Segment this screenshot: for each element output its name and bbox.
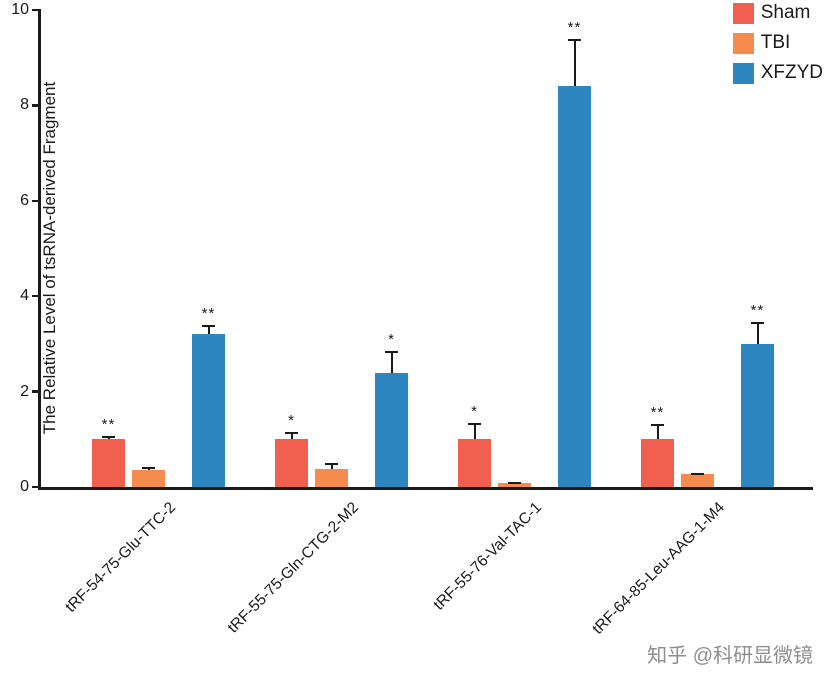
bar-tbi-2 xyxy=(498,483,531,487)
bar-sham-0 xyxy=(92,439,125,487)
y-tick-mark xyxy=(32,485,41,489)
legend-swatch-sham xyxy=(732,2,754,24)
y-tick-label: 10 xyxy=(11,1,29,18)
y-tick-label: 8 xyxy=(20,96,29,114)
legend-label-tbi: TBI xyxy=(760,32,791,53)
error-bar-cap xyxy=(651,424,664,427)
error-bar-line xyxy=(756,322,759,344)
legend-label-sham: Sham xyxy=(760,2,811,23)
error-bar-cap xyxy=(468,422,481,425)
x-category-label: tRF-55-76-Val-TAC-1 xyxy=(430,499,546,614)
error-bar-line xyxy=(207,324,210,335)
error-bar-line xyxy=(390,351,393,373)
bar-tbi-1 xyxy=(315,469,348,487)
plot-area: 0 2 4 6 8 10 ** * * ** ** * ** ** tRF-54-75-Glu-TTC-2 t… xyxy=(11,1,813,638)
x-category-label: tRF-55-75-Gln-CTG-2-M2 xyxy=(224,499,363,637)
x-category-label: tRF-54-75-Glu-TTC-2 xyxy=(62,499,180,616)
error-bar-line xyxy=(473,422,476,440)
significance-star: ** xyxy=(650,404,665,422)
error-bar-cap xyxy=(508,482,521,485)
significance-star: * xyxy=(471,402,478,420)
bar-sham-2 xyxy=(458,439,491,487)
legend-swatch-xfzyd xyxy=(732,62,754,84)
legend-item-tbi: TBI xyxy=(732,32,823,54)
significance-star: * xyxy=(388,331,395,349)
error-bar-line xyxy=(330,463,333,470)
y-tick-mark xyxy=(32,294,41,298)
legend: Sham TBI XFZYD xyxy=(732,2,823,92)
bar-xfzyd-1 xyxy=(375,372,408,487)
significance-star: ** xyxy=(750,302,765,320)
y-tick-mark xyxy=(32,104,41,107)
error-bar-cap xyxy=(325,463,338,466)
bar-tbi-3 xyxy=(681,474,714,487)
bar-sham-3 xyxy=(641,439,674,487)
error-bar-cap xyxy=(202,324,215,327)
error-bar-cap xyxy=(385,351,398,354)
error-bar-cap xyxy=(285,432,298,435)
legend-swatch-tbi xyxy=(732,32,754,54)
watermark: 知乎 @科研显微镜 xyxy=(647,645,813,667)
y-tick-label: 6 xyxy=(20,191,29,209)
legend-label-xfzyd: XFZYD xyxy=(760,62,823,83)
y-tick-mark xyxy=(32,8,41,12)
y-tick-label: 0 xyxy=(20,478,29,495)
error-bar-cap xyxy=(691,472,704,475)
bar-tbi-0 xyxy=(132,470,165,487)
error-bar-line xyxy=(656,424,659,440)
error-bar-line xyxy=(290,432,293,440)
y-tick-label: 2 xyxy=(20,382,29,400)
bar-xfzyd-2 xyxy=(558,86,591,487)
error-bar-cap xyxy=(751,322,764,325)
error-bar-line xyxy=(573,38,576,87)
bar-xfzyd-0 xyxy=(192,334,225,487)
error-bar-cap xyxy=(568,38,581,41)
bar-sham-1 xyxy=(275,439,308,487)
y-tick-mark xyxy=(32,199,41,203)
y-tick-mark xyxy=(32,390,41,393)
significance-star: * xyxy=(288,412,295,430)
error-bar-cap xyxy=(102,436,115,439)
error-bar-cap xyxy=(142,467,155,470)
significance-star: ** xyxy=(567,18,582,36)
bar-xfzyd-3 xyxy=(741,343,774,487)
significance-star: ** xyxy=(101,416,116,434)
significance-star: ** xyxy=(201,304,216,322)
legend-item-xfzyd: XFZYD xyxy=(732,62,823,84)
y-tick-label: 4 xyxy=(20,287,29,305)
legend-item-sham: Sham xyxy=(732,2,823,24)
x-category-label: tRF-64-85-Leu-AAG-1-M4 xyxy=(589,499,729,638)
